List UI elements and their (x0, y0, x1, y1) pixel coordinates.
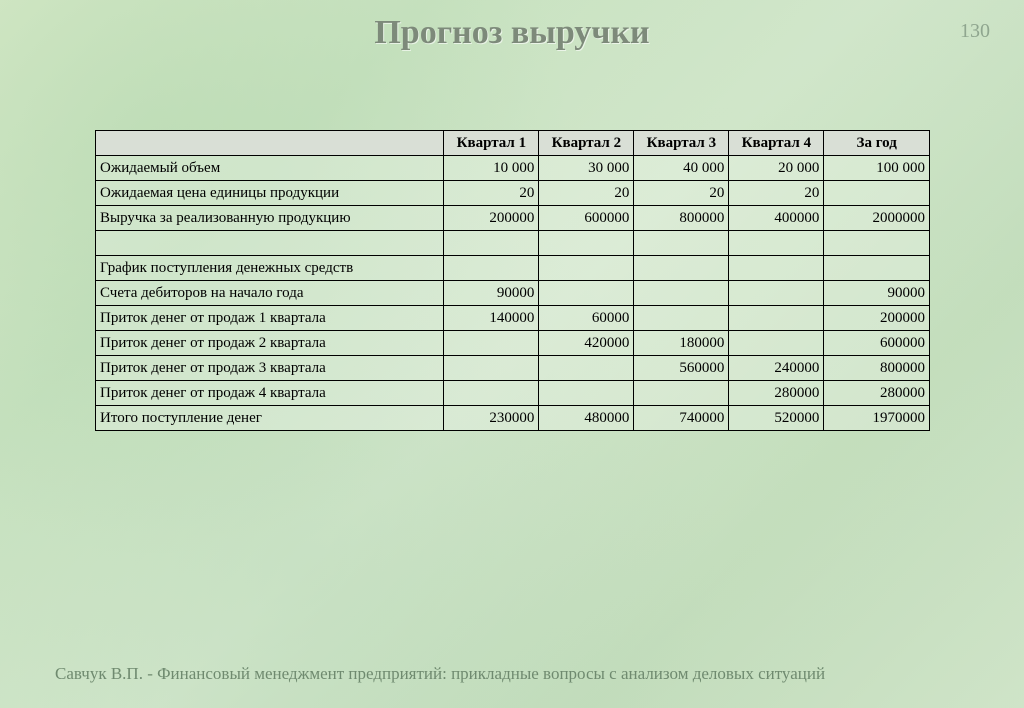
footer-citation: Савчук В.П. - Финансовый менеджмент пред… (55, 664, 825, 684)
row-label: График поступления денежных средств (96, 256, 444, 281)
cell-value (539, 356, 634, 381)
cell-value (729, 331, 824, 356)
row-label: Приток денег от продаж 2 квартала (96, 331, 444, 356)
cell-value: 20 (444, 181, 539, 206)
col-header-q3: Квартал 3 (634, 131, 729, 156)
cell-value: 520000 (729, 406, 824, 431)
cell-value (444, 231, 539, 256)
cell-value: 740000 (634, 406, 729, 431)
cell-value (444, 256, 539, 281)
cell-value: 280000 (824, 381, 930, 406)
cell-value (539, 231, 634, 256)
cell-value (444, 356, 539, 381)
cell-value: 560000 (634, 356, 729, 381)
col-header-q1: Квартал 1 (444, 131, 539, 156)
cell-value: 20 (634, 181, 729, 206)
cell-value: 240000 (729, 356, 824, 381)
cell-value: 90000 (824, 281, 930, 306)
row-label: Приток денег от продаж 4 квартала (96, 381, 444, 406)
table-row: Приток денег от продаж 3 квартала 5600002… (96, 356, 930, 381)
forecast-table: Квартал 1 Квартал 2 Квартал 3 Квартал 4 … (95, 130, 930, 431)
table-row: Выручка за реализованную продукцию200000… (96, 206, 930, 231)
table-row: Счета дебиторов на начало года9000090000 (96, 281, 930, 306)
cell-value: 20 000 (729, 156, 824, 181)
page-title: Прогноз выручки (0, 14, 1024, 52)
cell-value: 200000 (444, 206, 539, 231)
row-label (96, 231, 444, 256)
cell-value (634, 306, 729, 331)
cell-value (634, 381, 729, 406)
cell-value (539, 381, 634, 406)
row-label: Ожидаемая цена единицы продукции (96, 181, 444, 206)
cell-value: 280000 (729, 381, 824, 406)
table-row: Приток денег от продаж 4 квартала 2800002… (96, 381, 930, 406)
cell-value: 600000 (539, 206, 634, 231)
cell-value: 60000 (539, 306, 634, 331)
cell-value: 30 000 (539, 156, 634, 181)
cell-value: 20 (539, 181, 634, 206)
cell-value (824, 256, 930, 281)
table-row: Итого поступление денег23000048000074000… (96, 406, 930, 431)
row-label: Итого поступление денег (96, 406, 444, 431)
cell-value: 200000 (824, 306, 930, 331)
cell-value: 140000 (444, 306, 539, 331)
cell-value: 600000 (824, 331, 930, 356)
cell-value (634, 231, 729, 256)
cell-value (824, 181, 930, 206)
cell-value (444, 331, 539, 356)
row-label: Счета дебиторов на начало года (96, 281, 444, 306)
cell-value: 800000 (824, 356, 930, 381)
cell-value: 10 000 (444, 156, 539, 181)
row-label: Выручка за реализованную продукцию (96, 206, 444, 231)
table-row: Приток денег от продаж 2 квартала 4200001… (96, 331, 930, 356)
cell-value (539, 256, 634, 281)
table-row (96, 231, 930, 256)
cell-value (729, 256, 824, 281)
row-label: Приток денег от продаж 3 квартала (96, 356, 444, 381)
cell-value (729, 231, 824, 256)
table-row: Приток денег от продаж 1 квартала1400006… (96, 306, 930, 331)
cell-value: 400000 (729, 206, 824, 231)
table-row: График поступления денежных средств (96, 256, 930, 281)
row-label: Ожидаемый объем (96, 156, 444, 181)
col-header-q4: Квартал 4 (729, 131, 824, 156)
cell-value (824, 231, 930, 256)
cell-value: 100 000 (824, 156, 930, 181)
cell-value: 2000000 (824, 206, 930, 231)
cell-value (634, 256, 729, 281)
cell-value (444, 381, 539, 406)
cell-value: 800000 (634, 206, 729, 231)
cell-value: 420000 (539, 331, 634, 356)
table-row: Ожидаемая цена единицы продукции20202020 (96, 181, 930, 206)
cell-value: 180000 (634, 331, 729, 356)
col-header-year: За год (824, 131, 930, 156)
cell-value: 1970000 (824, 406, 930, 431)
cell-value: 230000 (444, 406, 539, 431)
table-header-row: Квартал 1 Квартал 2 Квартал 3 Квартал 4 … (96, 131, 930, 156)
cell-value (729, 306, 824, 331)
cell-value: 480000 (539, 406, 634, 431)
cell-value: 90000 (444, 281, 539, 306)
cell-value: 40 000 (634, 156, 729, 181)
cell-value (634, 281, 729, 306)
col-header-q2: Квартал 2 (539, 131, 634, 156)
table-body: Ожидаемый объем10 00030 00040 00020 0001… (96, 156, 930, 431)
col-header-blank (96, 131, 444, 156)
cell-value (539, 281, 634, 306)
table-row: Ожидаемый объем10 00030 00040 00020 0001… (96, 156, 930, 181)
cell-value (729, 281, 824, 306)
cell-value: 20 (729, 181, 824, 206)
forecast-table-wrap: Квартал 1 Квартал 2 Квартал 3 Квартал 4 … (95, 130, 930, 431)
page-number: 130 (960, 20, 990, 43)
row-label: Приток денег от продаж 1 квартала (96, 306, 444, 331)
